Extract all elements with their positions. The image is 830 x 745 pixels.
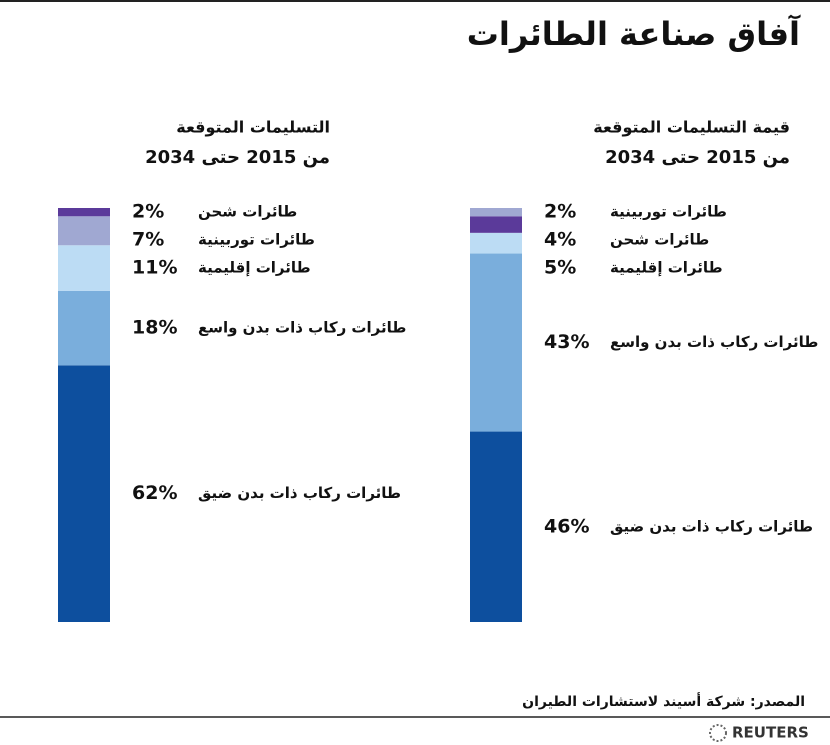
legend-label: طائرات توربينية — [198, 231, 315, 249]
bar-segment — [58, 208, 110, 217]
value-label: 2% — [132, 201, 164, 223]
legend-label: طائرات ركاب ذات بدن ضيق — [610, 517, 813, 535]
bar-segment — [470, 431, 522, 622]
legend-label: طائرات شحن — [198, 203, 297, 221]
value-label: 46% — [544, 515, 589, 537]
value-label: 11% — [132, 257, 177, 279]
source: المصدر: شركة أسيند لاستشارات الطيران — [522, 692, 805, 710]
bar-segment — [58, 290, 110, 366]
value-label: 62% — [132, 482, 177, 504]
value-label: 2% — [544, 201, 576, 223]
chart-title: قيمة التسليمات المتوقعة — [593, 118, 790, 137]
legend-label: طائرات شحن — [610, 231, 709, 249]
legend-label: طائرات إقليمية — [198, 259, 311, 277]
bar-segment — [470, 232, 522, 254]
legend-label: طائرات إقليمية — [610, 259, 723, 277]
page-title: آفاق صناعة الطائرات — [467, 14, 801, 53]
value-label: 7% — [132, 229, 164, 251]
legend-label: طائرات ركاب ذات بدن واسع — [610, 333, 818, 351]
value-label: 5% — [544, 257, 576, 279]
chart-subtitle: من 2015 حتى 2034 — [605, 147, 790, 168]
legend-label: طائرات ركاب ذات بدن ضيق — [198, 484, 401, 502]
bar-segment — [58, 365, 110, 622]
bar-segment — [470, 216, 522, 233]
bar-segment — [470, 208, 522, 217]
logo: REUTERS — [732, 724, 809, 742]
logo-icon — [709, 724, 727, 742]
legend-label: طائرات ركاب ذات بدن واسع — [198, 319, 406, 337]
bar-segment — [58, 245, 110, 291]
chart-subtitle: من 2015 حتى 2034 — [145, 147, 330, 168]
bar-segment — [470, 253, 522, 432]
value-label: 43% — [544, 331, 589, 353]
chart-title: التسليمات المتوقعة — [176, 118, 330, 137]
value-label: 18% — [132, 317, 177, 339]
bar-segment — [58, 216, 110, 246]
legend-label: طائرات توربينية — [610, 203, 727, 221]
value-label: 4% — [544, 229, 576, 251]
